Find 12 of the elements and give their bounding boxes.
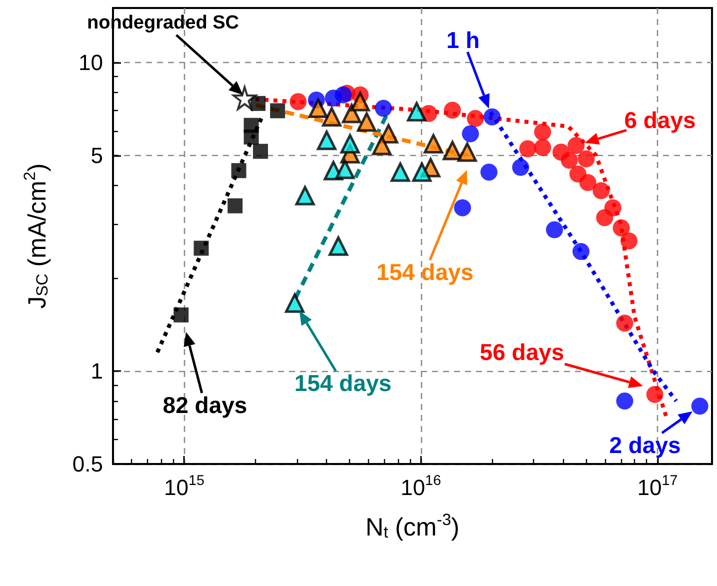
annotation: 82 days bbox=[162, 392, 248, 418]
annotation: 1 h bbox=[446, 27, 480, 53]
annotation: 154 days bbox=[294, 370, 392, 396]
annotation: 2 days bbox=[609, 432, 681, 458]
y-axis-title: JSC (mA/cm2) bbox=[21, 163, 52, 309]
y-tick-label: 0.5 bbox=[72, 452, 103, 476]
y-tick-label: 10 bbox=[78, 50, 103, 75]
annotation: 6 days bbox=[624, 107, 696, 133]
annotation: 56 days bbox=[480, 339, 564, 365]
y-tick-label: 1 bbox=[90, 358, 103, 384]
y-tick-label: 5 bbox=[90, 142, 103, 168]
annotation: 154 days bbox=[376, 259, 474, 285]
